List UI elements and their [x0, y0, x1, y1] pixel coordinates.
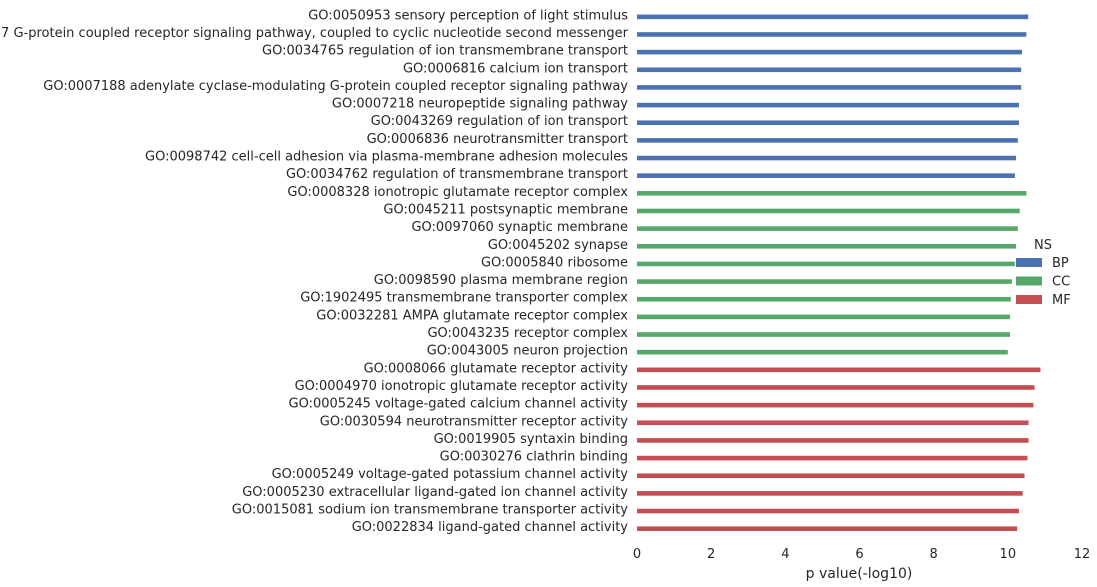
category-label: GO:0019905 syntaxin binding — [434, 432, 628, 447]
bars-layer — [637, 14, 1041, 531]
category-label: GO:0043005 neuron projection — [427, 344, 628, 359]
legend: NS BP CC MF — [1016, 238, 1071, 308]
bar-mf-26 — [637, 473, 1025, 479]
x-axis-title: p value(-log10) — [806, 566, 913, 582]
bar-cc-17 — [637, 314, 1011, 320]
legend-swatch-cc — [1016, 276, 1042, 286]
category-label: GO:0008328 ionotropic glutamate receptor… — [287, 185, 628, 200]
category-label: GO:0043269 regulation of ion transport — [371, 114, 628, 129]
bar-bp-4 — [637, 85, 1022, 90]
x-tick-label: 10 — [1000, 547, 1017, 562]
bar-cc-13 — [637, 243, 1016, 249]
category-label: GO:0006816 calcium ion transport — [403, 61, 628, 76]
bar-mf-23 — [637, 420, 1029, 426]
category-label: GO:0007218 neuropeptide signaling pathwa… — [332, 97, 628, 112]
legend-swatch-mf — [1016, 295, 1042, 304]
bar-cc-14 — [637, 261, 1015, 267]
bar-cc-19 — [637, 349, 1008, 355]
category-label: GO:0050953 sensory perception of light s… — [308, 8, 628, 23]
bar-cc-15 — [637, 279, 1012, 284]
bar-mf-22 — [637, 402, 1034, 408]
bar-bp-8 — [637, 155, 1016, 161]
category-label: GO:0007188 adenylate cyclase-modulating … — [43, 79, 628, 94]
category-label: GO:0098590 plasma membrane region — [374, 273, 628, 288]
category-label: GO:0022834 ligand-gated channel activity — [352, 520, 629, 535]
bar-bp-3 — [637, 67, 1022, 73]
category-label: GO:0045202 synapse — [488, 238, 628, 253]
bar-mf-20 — [637, 367, 1041, 373]
bar-bp-0 — [637, 14, 1029, 20]
bar-mf-25 — [637, 455, 1028, 461]
category-label: GO:0030594 neurotransmitter receptor act… — [320, 414, 629, 429]
category-label: GO:1902495 transmembrane transporter com… — [300, 291, 628, 306]
category-label: GO:0032281 AMPA glutamate receptor compl… — [316, 308, 628, 323]
category-label: GO:0045211 postsynaptic membrane — [383, 202, 628, 217]
bar-bp-9 — [637, 173, 1015, 178]
bar-cc-18 — [637, 332, 1011, 337]
bar-mf-28 — [637, 508, 1019, 514]
category-label: GO:0005230 extracellular ligand-gated io… — [242, 485, 628, 500]
category-label: GO:0015081 sodium ion transmembrane tran… — [232, 503, 628, 518]
bar-bp-6 — [637, 120, 1019, 126]
bar-cc-10 — [637, 191, 1027, 196]
bar-cc-12 — [637, 226, 1018, 231]
category-label: GO:0097060 synaptic membrane — [411, 220, 628, 235]
legend-label-cc: CC — [1052, 275, 1070, 290]
x-tick-label: 12 — [1074, 547, 1091, 562]
category-label: GO:0098742 cell-cell adhesion via plasma… — [145, 150, 628, 165]
bar-mf-27 — [637, 491, 1023, 496]
bar-bp-1 — [637, 32, 1027, 37]
bar-bp-7 — [637, 138, 1018, 143]
x-axis-ticks: 0 2 4 6 8 10 12 — [633, 547, 1090, 562]
category-label: GO:0034762 regulation of transmembrane t… — [286, 167, 628, 182]
category-label: GO:0008066 glutamate receptor activity — [364, 361, 629, 376]
category-label: GO:0005840 ribosome — [481, 255, 628, 270]
bar-mf-24 — [637, 438, 1029, 443]
x-tick-label: 2 — [707, 547, 715, 562]
category-label: GO:0006836 neurotransmitter transport — [367, 132, 628, 147]
category-label: GO:0043235 receptor complex — [427, 326, 628, 341]
legend-label-mf: MF — [1052, 293, 1071, 308]
legend-title: NS — [1034, 238, 1052, 253]
x-tick-label: 8 — [930, 547, 938, 562]
category-label: GO:0034765 regulation of ion transmembra… — [262, 44, 628, 59]
category-label: GO:0005245 voltage-gated calcium channel… — [289, 397, 629, 412]
bar-mf-29 — [637, 526, 1018, 531]
category-label: GO:0030276 clathrin binding — [440, 450, 628, 465]
legend-label-bp: BP — [1052, 256, 1069, 271]
legend-swatch-bp — [1016, 258, 1042, 267]
category-label: GO:0004970 ionotropic glutamate receptor… — [295, 379, 629, 394]
category-label: GO:0005249 voltage-gated potassium chann… — [272, 467, 629, 482]
x-tick-label: 6 — [855, 547, 863, 562]
x-tick-label: 0 — [633, 547, 641, 562]
category-labels: GO:0050953 sensory perception of light s… — [0, 8, 629, 535]
bar-mf-21 — [637, 385, 1035, 390]
bar-bp-2 — [637, 49, 1022, 55]
category-label: GO:0007187 G-protein coupled receptor si… — [0, 26, 629, 41]
bar-cc-11 — [637, 208, 1020, 214]
x-tick-label: 4 — [781, 547, 789, 562]
bar-cc-16 — [637, 296, 1011, 302]
bar-bp-5 — [637, 102, 1019, 108]
